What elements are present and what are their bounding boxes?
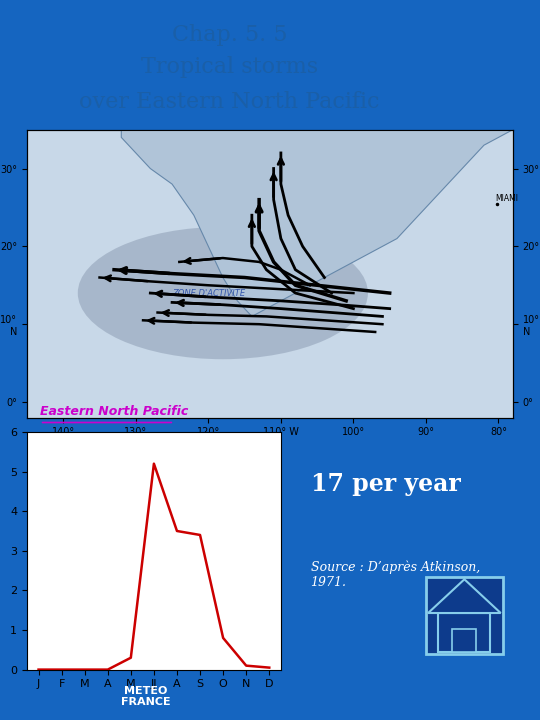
Ellipse shape (78, 227, 368, 359)
Text: 17 per year: 17 per year (310, 472, 461, 496)
Text: MIAMI: MIAMI (495, 194, 518, 203)
Text: Source : D’après Atkinson,
1971.: Source : D’après Atkinson, 1971. (310, 560, 480, 589)
Bar (438, 613, 490, 652)
Text: Chap. 5. 5: Chap. 5. 5 (172, 24, 287, 46)
Text: ZONE D'ACTIVITE: ZONE D'ACTIVITE (172, 289, 245, 297)
Text: Tropical storms: Tropical storms (141, 55, 318, 78)
Text: Eastern North Pacific: Eastern North Pacific (40, 405, 188, 418)
Polygon shape (122, 130, 513, 316)
Text: METEO
FRANCE: METEO FRANCE (121, 685, 171, 707)
Bar (453, 629, 476, 652)
Text: over Eastern North Pacific: over Eastern North Pacific (79, 91, 380, 113)
Polygon shape (428, 580, 501, 613)
